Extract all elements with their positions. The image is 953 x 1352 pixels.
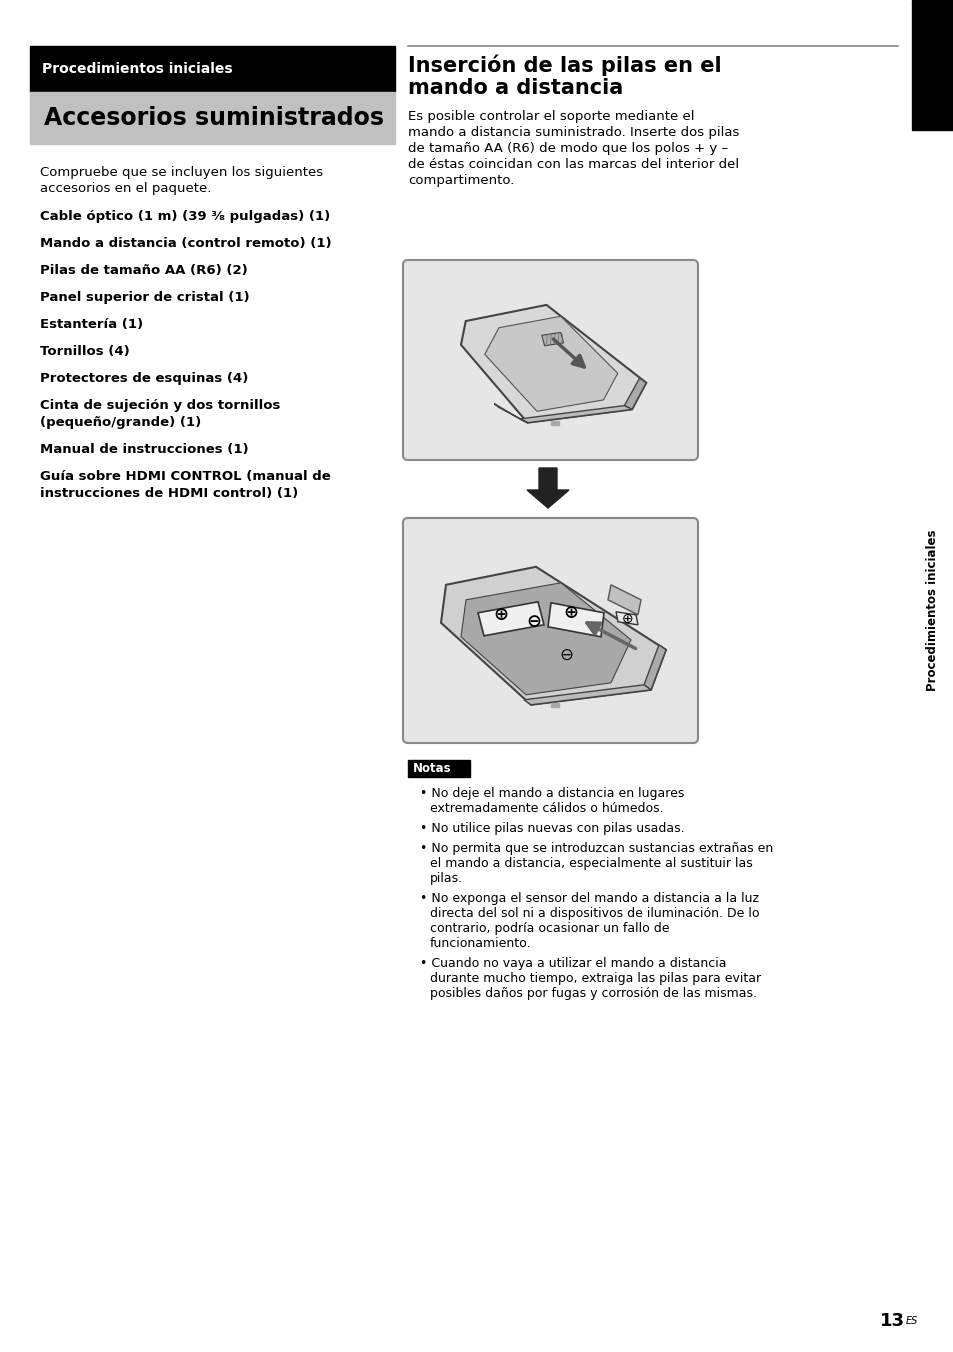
Polygon shape <box>607 585 640 615</box>
Text: extremadamente cálidos o húmedos.: extremadamente cálidos o húmedos. <box>430 802 663 815</box>
Text: mando a distancia: mando a distancia <box>408 78 622 97</box>
Polygon shape <box>541 333 563 346</box>
Text: • No deje el mando a distancia en lugares: • No deje el mando a distancia en lugare… <box>419 787 683 800</box>
Text: (pequeño/grande) (1): (pequeño/grande) (1) <box>40 416 201 429</box>
Polygon shape <box>643 645 665 690</box>
Text: contrario, podría ocasionar un fallo de: contrario, podría ocasionar un fallo de <box>430 922 669 936</box>
Text: ⊕: ⊕ <box>563 604 578 622</box>
Polygon shape <box>477 602 543 635</box>
Bar <box>408 760 470 777</box>
Polygon shape <box>624 379 645 410</box>
Polygon shape <box>484 316 618 411</box>
Text: directa del sol ni a dispositivos de iluminación. De lo: directa del sol ni a dispositivos de ilu… <box>430 907 759 919</box>
Polygon shape <box>519 406 631 423</box>
Text: Tornillos (4): Tornillos (4) <box>40 345 130 358</box>
Bar <box>551 703 558 707</box>
Text: Pilas de tamaño AA (R6) (2): Pilas de tamaño AA (R6) (2) <box>40 264 248 277</box>
Text: instrucciones de HDMI control) (1): instrucciones de HDMI control) (1) <box>40 487 298 500</box>
Bar <box>911 0 953 130</box>
Text: durante mucho tiempo, extraiga las pilas para evitar: durante mucho tiempo, extraiga las pilas… <box>430 972 760 986</box>
Text: ⊖: ⊖ <box>558 646 573 664</box>
Text: • No utilice pilas nuevas con pilas usadas.: • No utilice pilas nuevas con pilas usad… <box>419 822 684 836</box>
Polygon shape <box>523 685 650 704</box>
Text: • Cuando no vaya a utilizar el mando a distancia: • Cuando no vaya a utilizar el mando a d… <box>419 957 726 969</box>
Polygon shape <box>460 306 645 423</box>
Bar <box>30 92 395 145</box>
Text: Estantería (1): Estantería (1) <box>40 318 143 331</box>
Text: funcionamiento.: funcionamiento. <box>430 937 531 950</box>
Text: de éstas coincidan con las marcas del interior del: de éstas coincidan con las marcas del in… <box>408 158 739 170</box>
Text: Notas: Notas <box>413 763 451 775</box>
Text: compartimento.: compartimento. <box>408 174 514 187</box>
Text: 13: 13 <box>879 1311 904 1330</box>
Text: Cinta de sujeción y dos tornillos: Cinta de sujeción y dos tornillos <box>40 399 280 412</box>
Text: Es posible controlar el soporte mediante el: Es posible controlar el soporte mediante… <box>408 110 694 123</box>
Text: accesorios en el paquete.: accesorios en el paquete. <box>40 183 212 195</box>
Text: Protectores de esquinas (4): Protectores de esquinas (4) <box>40 372 248 385</box>
Text: ES: ES <box>905 1315 918 1326</box>
Text: Procedimientos iniciales: Procedimientos iniciales <box>925 529 939 691</box>
Text: de tamaño AA (R6) de modo que los polos + y –: de tamaño AA (R6) de modo que los polos … <box>408 142 727 155</box>
Polygon shape <box>547 603 603 637</box>
Text: Mando a distancia (control remoto) (1): Mando a distancia (control remoto) (1) <box>40 237 332 250</box>
Text: • No permita que se introduzcan sustancias extrañas en: • No permita que se introduzcan sustanci… <box>419 842 773 854</box>
Text: Cable óptico (1 m) (39 ³⁄₈ pulgadas) (1): Cable óptico (1 m) (39 ³⁄₈ pulgadas) (1) <box>40 210 330 223</box>
Polygon shape <box>494 404 527 423</box>
Text: posibles daños por fugas y corrosión de las mismas.: posibles daños por fugas y corrosión de … <box>430 987 757 1000</box>
Text: Manual de instrucciones (1): Manual de instrucciones (1) <box>40 443 249 456</box>
Text: pilas.: pilas. <box>430 872 462 886</box>
Bar <box>30 46 395 92</box>
Polygon shape <box>616 612 638 625</box>
Text: el mando a distancia, especialmente al sustituir las: el mando a distancia, especialmente al s… <box>430 857 752 869</box>
Text: Procedimientos iniciales: Procedimientos iniciales <box>42 62 233 76</box>
Polygon shape <box>460 583 630 695</box>
Text: Accesorios suministrados: Accesorios suministrados <box>44 105 384 130</box>
Text: • No exponga el sensor del mando a distancia a la luz: • No exponga el sensor del mando a dista… <box>419 892 759 904</box>
FancyBboxPatch shape <box>402 260 698 460</box>
Bar <box>551 420 558 425</box>
Text: Panel superior de cristal (1): Panel superior de cristal (1) <box>40 291 250 304</box>
Text: Guía sobre HDMI CONTROL (manual de: Guía sobre HDMI CONTROL (manual de <box>40 470 331 483</box>
Text: ⊖: ⊖ <box>526 612 541 631</box>
FancyArrow shape <box>526 468 568 508</box>
Text: Compruebe que se incluyen los siguientes: Compruebe que se incluyen los siguientes <box>40 166 323 178</box>
Text: ⊕: ⊕ <box>493 606 508 623</box>
Text: ⊕: ⊕ <box>621 612 633 626</box>
Polygon shape <box>440 566 665 704</box>
FancyBboxPatch shape <box>402 518 698 744</box>
Text: mando a distancia suministrado. Inserte dos pilas: mando a distancia suministrado. Inserte … <box>408 126 739 139</box>
Text: Inserción de las pilas en el: Inserción de las pilas en el <box>408 54 720 76</box>
